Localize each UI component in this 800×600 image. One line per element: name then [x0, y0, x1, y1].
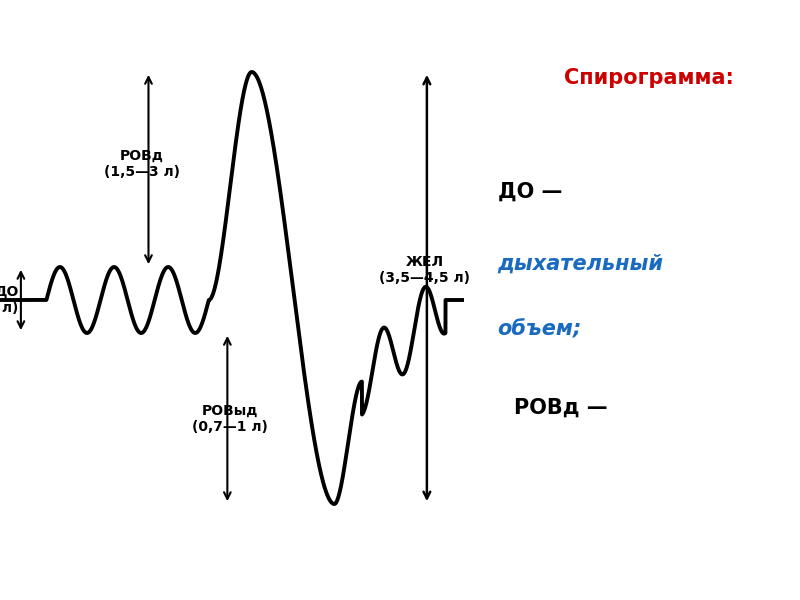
Text: ДО
(0,5 л): ДО (0,5 л)	[0, 285, 18, 315]
Text: Спирограмма:: Спирограмма:	[564, 68, 734, 88]
Text: ЖЕЛ
(3,5—4,5 л): ЖЕЛ (3,5—4,5 л)	[379, 255, 470, 285]
Text: объем;: объем;	[498, 320, 582, 340]
Text: дыхательный: дыхательный	[498, 254, 663, 274]
Text: РОВыд
(0,7—1 л): РОВыд (0,7—1 л)	[192, 403, 268, 434]
Text: РОВд —: РОВд —	[514, 398, 608, 418]
Text: РОВд
(1,5—3 л): РОВд (1,5—3 л)	[103, 148, 179, 179]
Text: ДО —: ДО —	[498, 182, 562, 202]
